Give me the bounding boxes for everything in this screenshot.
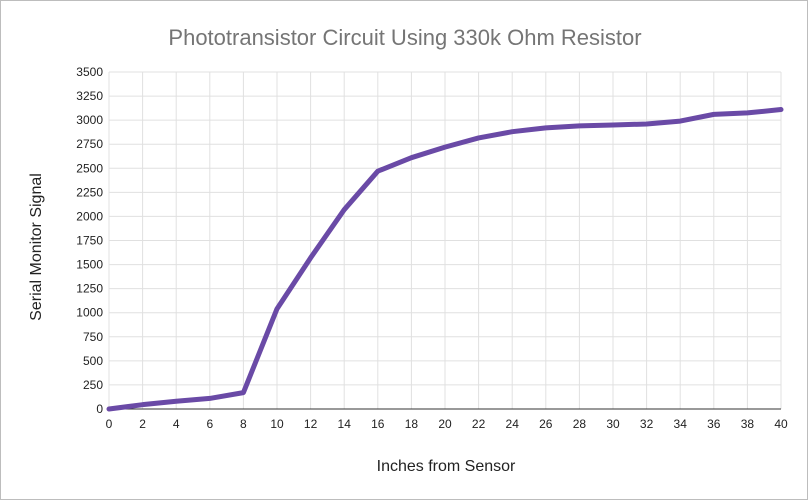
x-tick-label: 22 bbox=[472, 417, 486, 431]
data-point bbox=[409, 155, 414, 160]
x-tick-label: 26 bbox=[539, 417, 553, 431]
y-tick-label: 2250 bbox=[76, 185, 103, 199]
data-point bbox=[644, 121, 649, 126]
x-tick-label: 36 bbox=[707, 417, 721, 431]
x-tick-label: 14 bbox=[338, 417, 352, 431]
y-tick-label: 3250 bbox=[76, 89, 103, 103]
x-tick-label: 0 bbox=[106, 417, 113, 431]
y-tick-label: 3000 bbox=[76, 113, 103, 127]
y-tick-label: 750 bbox=[83, 330, 103, 344]
data-point bbox=[510, 129, 515, 134]
data-point bbox=[711, 112, 716, 117]
data-point bbox=[275, 306, 280, 311]
y-tick-label: 2000 bbox=[76, 209, 103, 223]
data-point bbox=[308, 255, 313, 260]
y-tick-label: 3500 bbox=[76, 65, 103, 79]
data-point bbox=[611, 122, 616, 127]
y-tick-label: 1000 bbox=[76, 306, 103, 320]
x-tick-label: 2 bbox=[139, 417, 146, 431]
x-tick-label: 40 bbox=[774, 417, 788, 431]
data-point bbox=[678, 119, 683, 124]
data-point bbox=[207, 396, 212, 401]
y-tick-label: 500 bbox=[83, 354, 103, 368]
x-tick-label: 4 bbox=[173, 417, 180, 431]
data-point bbox=[342, 207, 347, 212]
x-axis-title: Inches from Sensor bbox=[377, 458, 516, 475]
y-tick-label: 1500 bbox=[76, 258, 103, 272]
data-point bbox=[543, 125, 548, 130]
data-point bbox=[174, 399, 179, 404]
y-tick-label: 1750 bbox=[76, 234, 103, 248]
y-axis-title: Serial Monitor Signal bbox=[28, 173, 45, 321]
x-tick-labels: 0 2 4 6 8 10 12 14 16 18 20 22 24 26 28 30 32 34 36 38 40 bbox=[106, 417, 788, 431]
y-tick-label: 1250 bbox=[76, 282, 103, 296]
data-point bbox=[107, 407, 112, 412]
data-point bbox=[779, 107, 784, 112]
x-tick-label: 16 bbox=[371, 417, 385, 431]
y-tick-label: 2750 bbox=[76, 137, 103, 151]
chart-title: Phototransistor Circuit Using 330k Ohm R… bbox=[168, 25, 641, 50]
data-point bbox=[375, 169, 380, 174]
data-point bbox=[745, 110, 750, 115]
x-tick-label: 18 bbox=[405, 417, 419, 431]
x-tick-label: 32 bbox=[640, 417, 654, 431]
series-layer bbox=[106, 107, 784, 412]
x-tick-label: 6 bbox=[206, 417, 213, 431]
x-tick-label: 38 bbox=[741, 417, 755, 431]
y-tick-label: 0 bbox=[96, 402, 103, 416]
x-tick-label: 20 bbox=[438, 417, 452, 431]
x-tick-label: 30 bbox=[606, 417, 620, 431]
x-tick-label: 28 bbox=[573, 417, 587, 431]
x-tick-label: 34 bbox=[674, 417, 688, 431]
data-point bbox=[140, 402, 145, 407]
data-point bbox=[476, 135, 481, 140]
x-tick-label: 8 bbox=[240, 417, 247, 431]
data-point bbox=[577, 123, 582, 128]
x-tick-label: 24 bbox=[506, 417, 520, 431]
y-tick-label: 2500 bbox=[76, 161, 103, 175]
data-point bbox=[241, 390, 246, 395]
x-tick-label: 12 bbox=[304, 417, 318, 431]
series-line bbox=[106, 107, 784, 412]
x-tick-label: 10 bbox=[270, 417, 284, 431]
y-tick-label: 250 bbox=[83, 378, 103, 392]
y-tick-labels: 0 250 500 750 1000 1250 1500 1750 2000 2250 2500 27… bbox=[76, 65, 103, 416]
data-point bbox=[443, 145, 448, 150]
